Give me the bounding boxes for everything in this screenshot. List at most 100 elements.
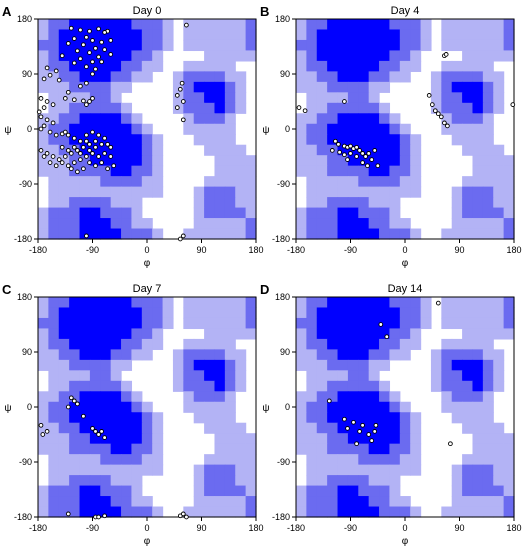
region-cell bbox=[58, 113, 70, 125]
region-cell bbox=[358, 307, 370, 319]
data-point bbox=[375, 163, 381, 169]
region-cell bbox=[100, 464, 112, 476]
region-cell bbox=[110, 113, 122, 125]
region-cell bbox=[493, 155, 505, 167]
region-cell bbox=[38, 113, 49, 125]
region-cell bbox=[368, 228, 380, 240]
region-cell bbox=[69, 359, 81, 371]
region-cell bbox=[368, 485, 380, 497]
region-cell bbox=[503, 443, 515, 455]
region-cell bbox=[306, 391, 318, 403]
region-cell bbox=[358, 92, 370, 104]
region-cell bbox=[347, 134, 359, 146]
region-map bbox=[296, 297, 515, 518]
region-cell bbox=[69, 176, 81, 188]
region-cell bbox=[368, 317, 380, 330]
region-cell bbox=[368, 475, 380, 487]
region-cell bbox=[327, 297, 339, 309]
region-cell bbox=[451, 370, 463, 382]
region-cell bbox=[121, 338, 133, 350]
region-cell bbox=[110, 102, 122, 114]
region-cell bbox=[399, 338, 411, 350]
region-cell bbox=[410, 328, 422, 340]
region-cell bbox=[306, 197, 318, 209]
region-cell bbox=[462, 228, 474, 240]
region-cell bbox=[327, 197, 339, 209]
data-point bbox=[38, 126, 44, 132]
region-cell bbox=[503, 19, 515, 31]
region-cell bbox=[482, 165, 494, 177]
region-cell bbox=[389, 71, 401, 83]
region-cell bbox=[204, 50, 216, 62]
region-cell bbox=[316, 359, 328, 371]
region-cell bbox=[451, 19, 463, 31]
data-point bbox=[102, 47, 107, 52]
region-cell bbox=[462, 92, 474, 104]
region-cell bbox=[245, 19, 257, 31]
region-cell bbox=[204, 102, 216, 114]
y-tick-label: -180 bbox=[14, 512, 32, 522]
region-cell bbox=[399, 60, 411, 72]
data-point bbox=[38, 96, 44, 101]
data-point bbox=[81, 98, 86, 104]
region-cell bbox=[131, 338, 143, 350]
region-cell bbox=[358, 39, 370, 52]
region-cell bbox=[462, 207, 474, 219]
region-cell bbox=[327, 60, 339, 72]
region-cell bbox=[48, 464, 60, 476]
region-cell bbox=[235, 19, 247, 31]
region-cell bbox=[327, 176, 339, 188]
region-cell bbox=[430, 81, 442, 93]
region-cell bbox=[358, 19, 370, 31]
region-cell bbox=[100, 29, 112, 41]
region-cell bbox=[214, 297, 226, 309]
region-cell bbox=[379, 433, 391, 445]
region-cell bbox=[368, 307, 380, 319]
region-cell bbox=[347, 338, 359, 350]
region-cell bbox=[58, 39, 70, 52]
region-cell bbox=[58, 317, 70, 330]
region-cell bbox=[441, 349, 453, 361]
data-point bbox=[93, 163, 98, 169]
region-cell bbox=[89, 71, 101, 83]
region-cell bbox=[89, 228, 101, 240]
region-cell bbox=[193, 380, 205, 392]
region-cell bbox=[493, 228, 505, 240]
region-cell bbox=[38, 496, 49, 508]
data-point bbox=[78, 27, 83, 33]
region-cell bbox=[38, 328, 49, 340]
region-cell bbox=[399, 307, 411, 319]
region-cell bbox=[368, 506, 380, 518]
region-cell bbox=[379, 349, 391, 361]
data-point bbox=[75, 169, 80, 175]
region-cell bbox=[224, 297, 236, 309]
region-cell bbox=[389, 176, 401, 188]
region-cell bbox=[121, 197, 133, 209]
region-cell bbox=[379, 102, 391, 114]
region-cell bbox=[337, 176, 349, 188]
x-tick-label: -90 bbox=[86, 245, 99, 255]
data-point bbox=[84, 80, 89, 86]
region-cell bbox=[193, 228, 205, 240]
region-cell bbox=[131, 454, 143, 466]
region-cell bbox=[48, 19, 60, 31]
region-cell bbox=[131, 412, 143, 424]
region-cell bbox=[79, 338, 91, 350]
region-cell bbox=[306, 412, 318, 424]
region-cell bbox=[306, 443, 318, 455]
region-cell bbox=[410, 297, 422, 309]
region-cell bbox=[79, 349, 91, 361]
region-cell bbox=[48, 71, 60, 83]
region-cell bbox=[451, 464, 463, 476]
data-point bbox=[68, 166, 74, 172]
region-cell bbox=[204, 422, 216, 434]
region-cell bbox=[327, 454, 339, 466]
region-cell bbox=[79, 165, 91, 177]
region-cell bbox=[337, 338, 349, 350]
region-cell bbox=[193, 186, 205, 198]
region-cell bbox=[89, 328, 101, 340]
region-cell bbox=[503, 475, 515, 487]
region-cell bbox=[296, 71, 307, 83]
region-cell bbox=[379, 443, 391, 455]
region-cell bbox=[204, 359, 216, 371]
